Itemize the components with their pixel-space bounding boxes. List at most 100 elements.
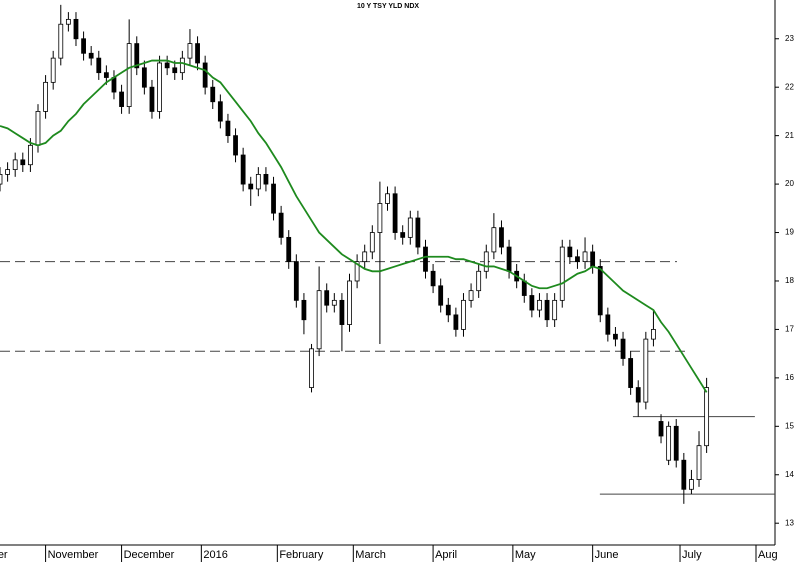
candle-body bbox=[263, 173, 269, 185]
x-tick-label: November bbox=[48, 549, 99, 561]
candle-body bbox=[141, 67, 147, 88]
candle-body bbox=[635, 387, 641, 403]
candle-body bbox=[354, 261, 360, 282]
moving-average-line bbox=[0, 59, 708, 393]
candle-body bbox=[43, 81, 48, 112]
candle-body bbox=[172, 67, 178, 74]
y-tick-label: 23 bbox=[785, 34, 794, 43]
candle-body bbox=[628, 358, 634, 388]
candle-body bbox=[651, 329, 656, 340]
candle-body bbox=[377, 203, 383, 233]
candle-body bbox=[119, 91, 124, 107]
candle-body bbox=[202, 62, 208, 88]
candle-body bbox=[233, 135, 238, 156]
candle-body bbox=[248, 183, 254, 190]
candle-body bbox=[103, 72, 109, 78]
y-tick-label: 20 bbox=[785, 179, 794, 188]
candle-body bbox=[704, 387, 710, 447]
candle-body bbox=[27, 144, 33, 166]
candle-body bbox=[392, 193, 398, 233]
x-tick-label: February bbox=[279, 549, 324, 561]
candle-body bbox=[50, 57, 56, 83]
candle-body bbox=[499, 227, 504, 248]
y-tick-label: 14 bbox=[785, 470, 794, 479]
candle-body bbox=[620, 338, 626, 359]
candle-body bbox=[5, 169, 10, 175]
y-tick-label: 13 bbox=[785, 518, 794, 527]
x-tick-label: May bbox=[515, 549, 536, 561]
candle-body bbox=[415, 217, 421, 248]
candle-body bbox=[65, 18, 71, 25]
candle-body bbox=[605, 314, 611, 335]
candle-body bbox=[597, 266, 603, 316]
candle-body bbox=[339, 299, 345, 325]
candle-body bbox=[552, 299, 558, 321]
candle-body bbox=[35, 111, 41, 146]
x-tick-label: March bbox=[355, 549, 386, 561]
candle-body bbox=[255, 173, 261, 190]
candle-body bbox=[643, 338, 649, 403]
candle-body bbox=[544, 299, 550, 321]
candle-body bbox=[179, 57, 185, 74]
candle-body bbox=[309, 348, 314, 388]
candle-body bbox=[12, 159, 18, 170]
candle-body bbox=[278, 212, 284, 238]
candle-body bbox=[400, 232, 406, 238]
x-tick-label: Aug bbox=[758, 549, 778, 561]
candle-body bbox=[240, 154, 246, 185]
candle-body bbox=[567, 246, 573, 258]
candle-body bbox=[271, 183, 276, 214]
candle-body bbox=[445, 304, 451, 316]
candle-body bbox=[590, 251, 596, 267]
candle-body bbox=[195, 43, 200, 64]
candle-body bbox=[666, 425, 672, 461]
candle-body bbox=[20, 159, 26, 166]
y-tick-label: 17 bbox=[785, 325, 794, 334]
candle-body bbox=[468, 290, 474, 301]
candle-body bbox=[157, 62, 162, 112]
candle-body bbox=[483, 251, 489, 272]
candle-body bbox=[88, 52, 94, 59]
x-tick-label: October bbox=[0, 549, 8, 561]
candle-body bbox=[187, 43, 193, 59]
candle-body bbox=[491, 227, 497, 253]
candle-body bbox=[537, 299, 542, 311]
candle-body bbox=[73, 18, 79, 40]
candle-body bbox=[149, 86, 155, 112]
candle-body bbox=[407, 217, 413, 238]
candle-body bbox=[96, 57, 102, 74]
candle-body bbox=[506, 246, 512, 272]
candle-body bbox=[164, 62, 170, 69]
candle-body bbox=[0, 173, 3, 185]
candle-body bbox=[225, 120, 231, 137]
candle-body bbox=[347, 280, 352, 325]
candle-body bbox=[286, 236, 292, 262]
candle-body bbox=[81, 38, 86, 54]
y-tick-label: 16 bbox=[785, 373, 794, 382]
candle-body bbox=[681, 459, 687, 490]
candle-body bbox=[385, 193, 390, 204]
candle-body bbox=[111, 77, 117, 93]
y-tick-label: 21 bbox=[785, 131, 794, 140]
candle-body bbox=[423, 246, 428, 272]
x-tick-label: June bbox=[595, 549, 619, 561]
x-tick-label: 2016 bbox=[203, 549, 227, 561]
y-tick-label: 18 bbox=[785, 276, 794, 285]
candle-body bbox=[438, 285, 444, 306]
candle-body bbox=[575, 256, 580, 262]
candle-body bbox=[134, 43, 140, 69]
y-tick-label: 15 bbox=[785, 421, 794, 430]
candle-body bbox=[476, 270, 482, 292]
candle-body bbox=[369, 232, 375, 253]
candle-body bbox=[324, 290, 330, 306]
candle-body bbox=[689, 479, 694, 490]
candle-body bbox=[362, 251, 368, 263]
candle-body bbox=[658, 421, 664, 437]
candle-body bbox=[331, 299, 337, 306]
candle-body bbox=[521, 280, 527, 296]
candle-body bbox=[696, 445, 702, 481]
candle-body bbox=[582, 251, 588, 263]
candle-body bbox=[301, 299, 307, 321]
